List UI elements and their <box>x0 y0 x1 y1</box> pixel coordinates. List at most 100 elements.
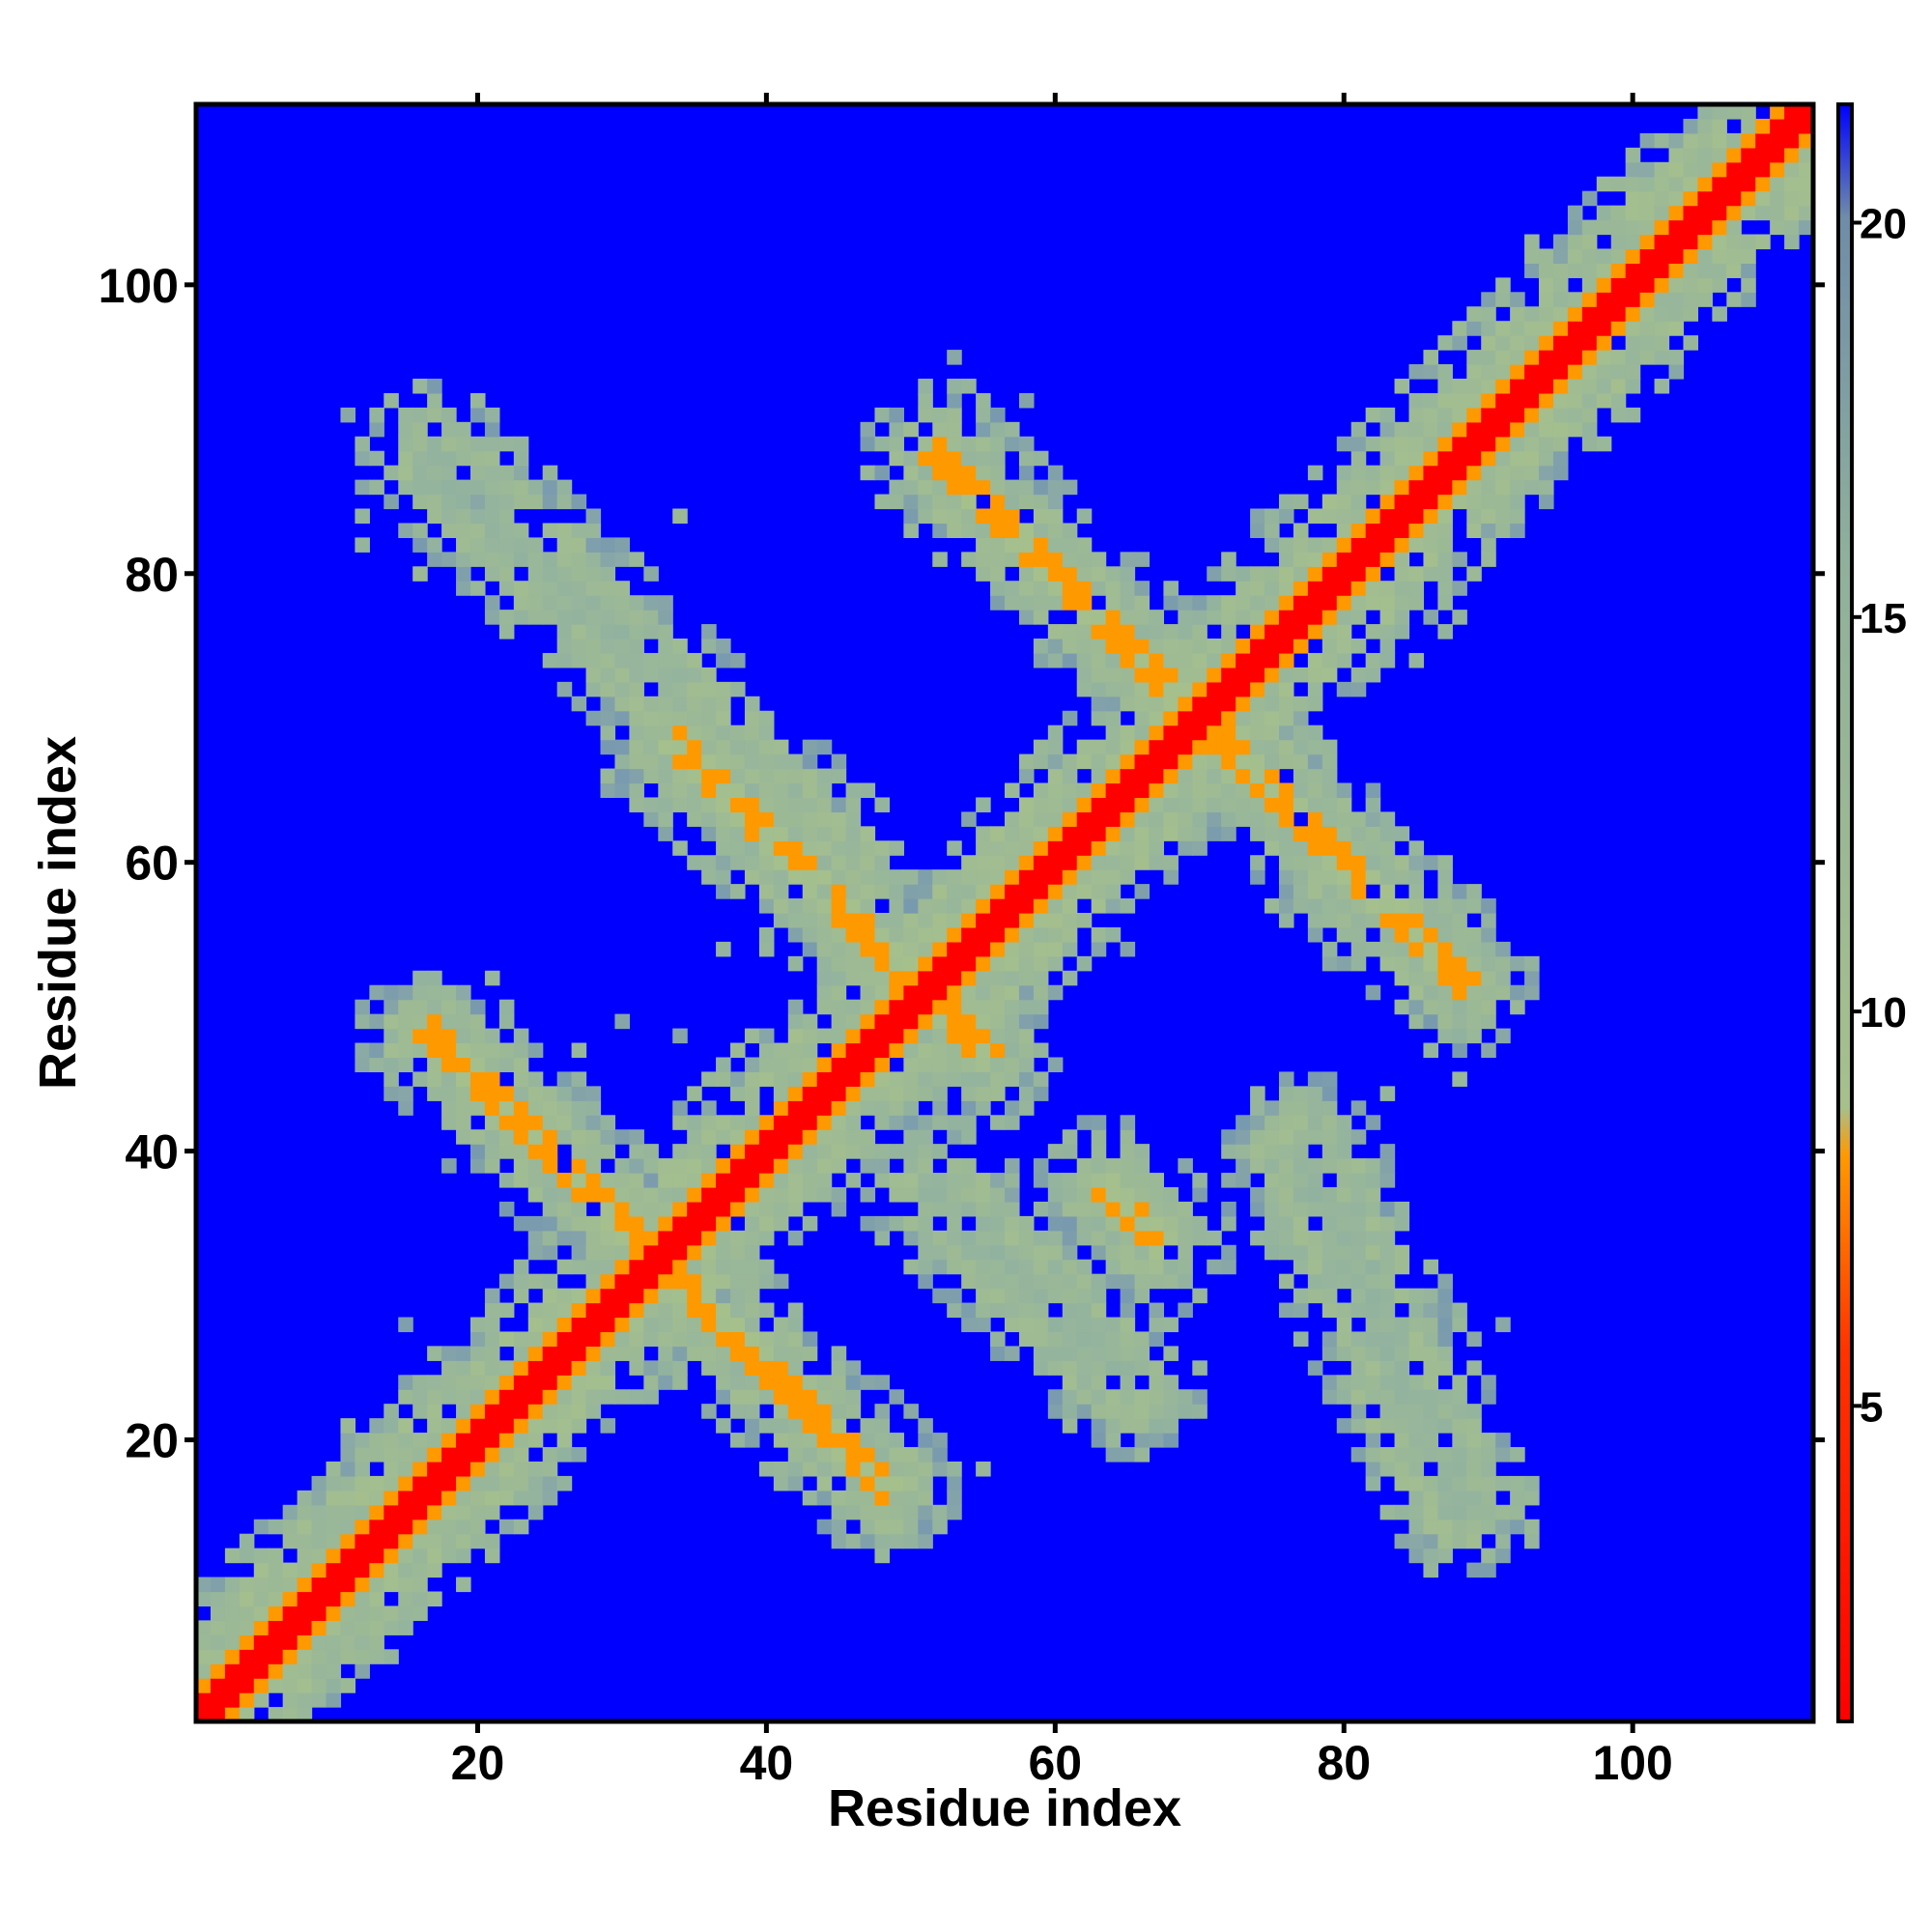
heatmap-cell <box>1394 610 1410 625</box>
heatmap-cell <box>1741 118 1756 134</box>
heatmap-cell <box>716 855 731 870</box>
heatmap-cell <box>918 984 933 1001</box>
heatmap-cell <box>1784 234 1800 250</box>
heatmap-cell <box>1178 652 1193 668</box>
heatmap-cell <box>527 1144 544 1159</box>
heatmap-cell <box>441 1057 457 1073</box>
heatmap-cell <box>253 1591 270 1607</box>
heatmap-cell <box>1221 797 1236 812</box>
heatmap-cell <box>1481 1042 1496 1059</box>
heatmap-cell <box>1741 248 1756 265</box>
heatmap-cell <box>816 1057 833 1073</box>
heatmap-cell <box>787 1447 804 1463</box>
heatmap-cell <box>1134 1273 1151 1290</box>
heatmap-cell <box>456 1533 471 1549</box>
heatmap-cell <box>1524 248 1540 265</box>
heatmap-cell <box>845 1013 862 1030</box>
heatmap-cell <box>802 898 818 914</box>
heatmap-cell <box>253 1562 270 1578</box>
heatmap-cell <box>1033 855 1049 870</box>
heatmap-cell <box>1437 465 1453 481</box>
heatmap-cell <box>816 869 833 885</box>
heatmap-cell <box>326 1591 342 1607</box>
heatmap-cell <box>1033 913 1049 928</box>
heatmap-cell <box>918 898 933 914</box>
heatmap-cell <box>585 1215 602 1232</box>
heatmap-cell <box>1394 523 1410 538</box>
heatmap-cell <box>1192 739 1208 755</box>
heatmap-cell <box>976 855 991 870</box>
heatmap-cell <box>961 479 977 496</box>
heatmap-cell <box>1365 1215 1381 1232</box>
heatmap-cell <box>1610 392 1627 409</box>
heatmap-cell <box>961 465 977 481</box>
heatmap-cell <box>600 1201 616 1217</box>
heatmap-cell <box>1683 219 1699 236</box>
heatmap-cell <box>1639 219 1656 236</box>
heatmap-cell <box>1005 595 1020 611</box>
heatmap-cell <box>990 436 1006 452</box>
heatmap-cell <box>1105 652 1122 668</box>
heatmap-cell <box>1365 581 1381 596</box>
heatmap-cell <box>1105 855 1122 870</box>
heatmap-cell <box>874 1404 891 1419</box>
heatmap-cell <box>716 797 731 812</box>
heatmap-cell <box>1423 523 1438 538</box>
heatmap-cell <box>1076 1375 1093 1390</box>
heatmap-cell <box>802 1186 818 1203</box>
heatmap-cell <box>1307 811 1323 827</box>
heatmap-cell <box>1236 566 1251 582</box>
heatmap-cell <box>672 1173 688 1188</box>
heatmap-cell <box>1365 1389 1381 1405</box>
heatmap-cell <box>932 869 948 885</box>
heatmap-cell <box>484 1028 500 1044</box>
heatmap-cell <box>1408 566 1425 582</box>
heatmap-cell <box>1105 1259 1122 1275</box>
heatmap-cell <box>1799 190 1814 207</box>
heatmap-cell <box>860 1086 876 1101</box>
heatmap-cell <box>412 1042 428 1059</box>
heatmap-cell <box>1423 1447 1438 1463</box>
heatmap-cell <box>1466 1562 1482 1578</box>
heatmap-cell <box>1207 681 1222 697</box>
heatmap-cell <box>1408 999 1425 1015</box>
heatmap-cell <box>1379 610 1396 625</box>
heatmap-cell <box>441 1013 457 1030</box>
heatmap-cell <box>1481 1375 1496 1390</box>
heatmap-cell <box>990 1115 1006 1130</box>
heatmap-cell <box>384 1071 399 1087</box>
heatmap-cell <box>527 1375 544 1390</box>
heatmap-cell <box>816 884 833 899</box>
heatmap-cell <box>1091 797 1107 812</box>
heatmap-cell <box>456 450 471 467</box>
heatmap-cell <box>643 667 659 683</box>
heatmap-cell <box>1437 1447 1453 1463</box>
heatmap-cell <box>1394 494 1410 510</box>
heatmap-cell <box>469 1158 486 1174</box>
heatmap-cell <box>398 1317 413 1333</box>
heatmap-cell <box>297 1577 313 1593</box>
heatmap-cell <box>990 1215 1006 1232</box>
heatmap-cell <box>744 1433 760 1448</box>
heatmap-cell <box>585 595 602 611</box>
heatmap-cell <box>196 1649 212 1664</box>
heatmap-cell <box>643 1317 659 1333</box>
heatmap-cell <box>1437 1331 1453 1347</box>
heatmap-cell <box>1379 1086 1396 1101</box>
heatmap-cell <box>1466 306 1482 322</box>
heatmap-cell <box>571 1086 587 1101</box>
heatmap-cell <box>889 869 904 885</box>
heatmap-cell <box>1250 566 1265 582</box>
heatmap-cell <box>1408 869 1425 885</box>
heatmap-cell <box>990 1186 1006 1203</box>
heatmap-cell <box>1437 624 1453 639</box>
heatmap-cell <box>1336 552 1352 567</box>
heatmap-cell <box>1770 205 1785 221</box>
heatmap-cell <box>441 436 457 452</box>
heatmap-cell <box>1134 1230 1151 1246</box>
heatmap-cell <box>1610 205 1627 221</box>
heatmap-cell <box>585 1086 602 1101</box>
heatmap-cell <box>600 581 616 596</box>
heatmap-cell <box>1293 667 1309 683</box>
heatmap-cell <box>556 1129 573 1145</box>
